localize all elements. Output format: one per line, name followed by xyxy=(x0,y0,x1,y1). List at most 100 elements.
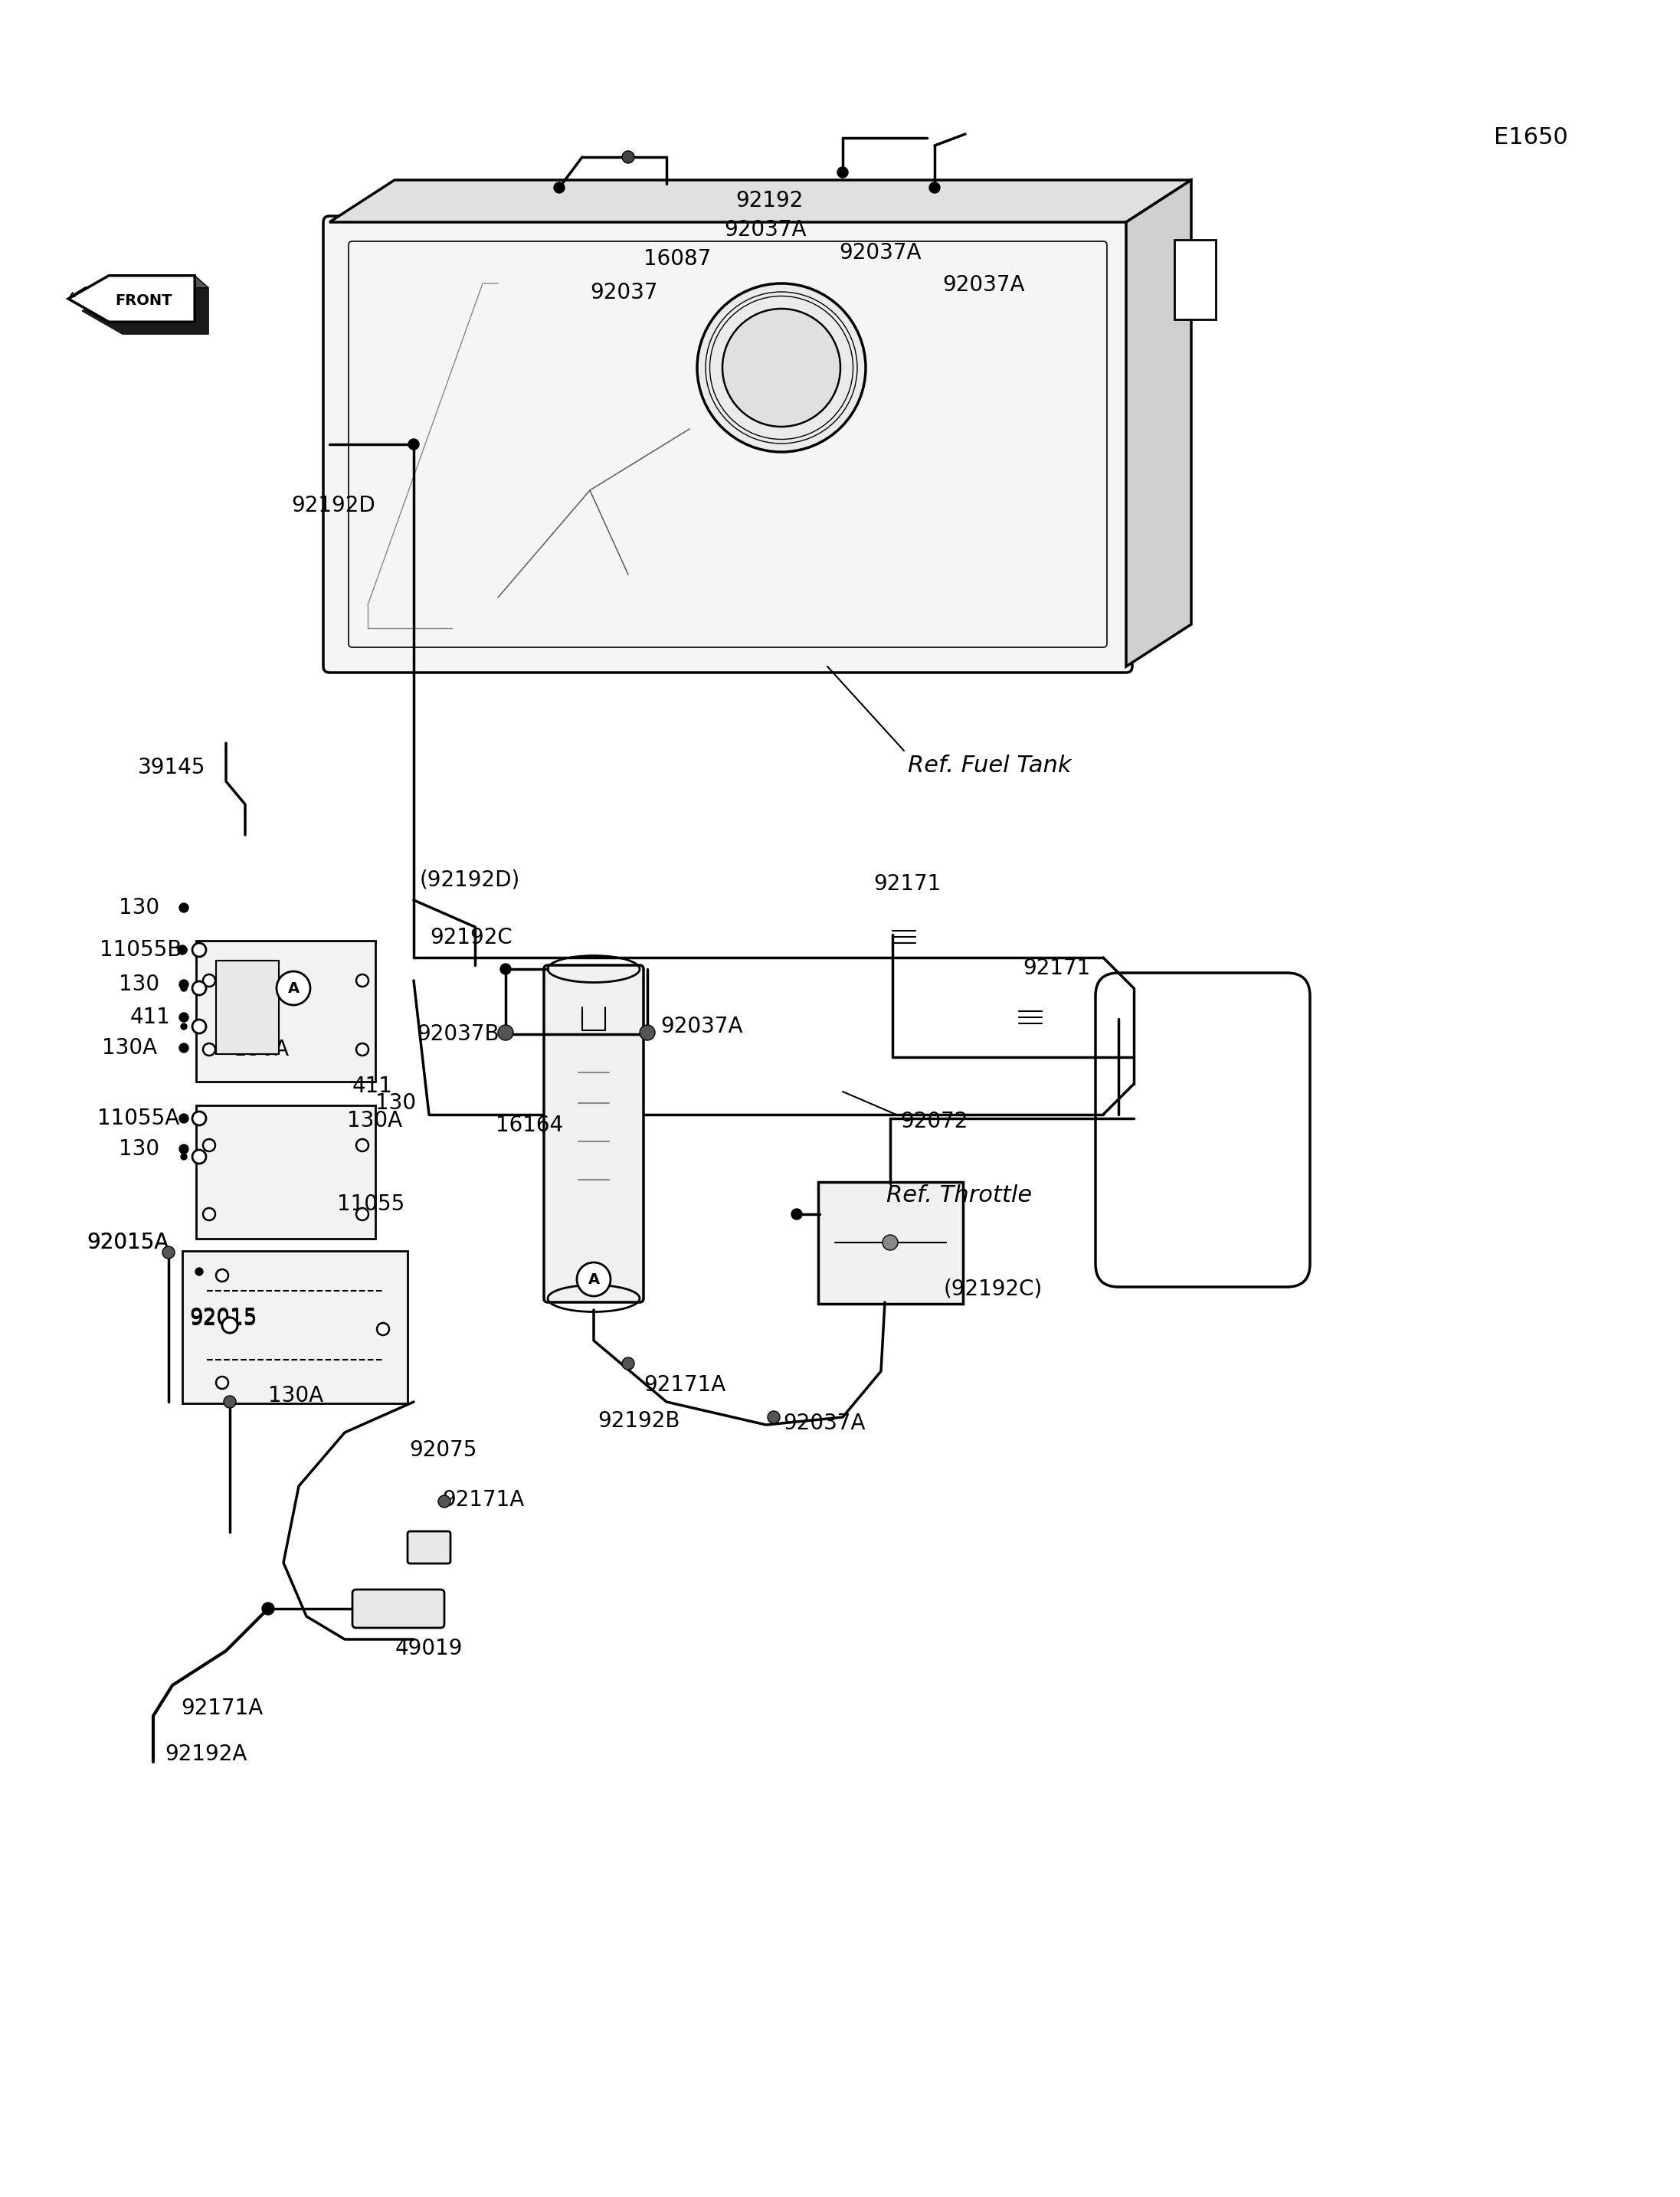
Circle shape xyxy=(697,283,865,453)
Text: FRONT: FRONT xyxy=(114,294,171,308)
Text: 92037A: 92037A xyxy=(724,220,806,239)
Circle shape xyxy=(178,945,186,953)
Text: 92037A: 92037A xyxy=(942,275,1025,297)
Circle shape xyxy=(180,1145,188,1153)
Text: 92171: 92171 xyxy=(874,872,941,894)
Text: 92015: 92015 xyxy=(190,1307,257,1329)
Circle shape xyxy=(768,1410,780,1424)
Text: A: A xyxy=(287,980,299,995)
FancyBboxPatch shape xyxy=(197,940,375,1081)
Text: 92072: 92072 xyxy=(900,1112,968,1131)
Circle shape xyxy=(192,1019,207,1033)
Circle shape xyxy=(576,1263,610,1296)
Text: 92171: 92171 xyxy=(1023,958,1090,980)
Text: Ref. Fuel Tank: Ref. Fuel Tank xyxy=(907,754,1072,778)
FancyBboxPatch shape xyxy=(353,1591,444,1628)
FancyBboxPatch shape xyxy=(818,1182,963,1303)
Circle shape xyxy=(722,310,840,426)
Text: 92171A: 92171A xyxy=(643,1375,726,1395)
Circle shape xyxy=(192,982,207,995)
Text: 130: 130 xyxy=(119,1138,160,1160)
Circle shape xyxy=(222,1318,237,1334)
Text: 92192: 92192 xyxy=(736,189,803,211)
Text: 92075: 92075 xyxy=(410,1439,477,1461)
Polygon shape xyxy=(329,180,1191,222)
Circle shape xyxy=(837,167,848,178)
Polygon shape xyxy=(69,275,195,323)
Circle shape xyxy=(180,1114,188,1123)
Circle shape xyxy=(180,1044,188,1052)
Circle shape xyxy=(356,975,368,986)
Text: Ref. Throttle: Ref. Throttle xyxy=(887,1184,1032,1206)
Circle shape xyxy=(192,1149,207,1164)
Text: 130: 130 xyxy=(119,896,160,918)
FancyBboxPatch shape xyxy=(217,960,279,1055)
Circle shape xyxy=(181,1153,186,1160)
Text: 16087: 16087 xyxy=(643,248,711,270)
Text: 16164: 16164 xyxy=(496,1114,563,1136)
Circle shape xyxy=(791,1208,801,1219)
FancyBboxPatch shape xyxy=(197,1105,375,1239)
Circle shape xyxy=(640,1026,655,1041)
Text: 92037A: 92037A xyxy=(838,242,921,264)
Circle shape xyxy=(222,1318,237,1334)
Polygon shape xyxy=(82,288,208,334)
Circle shape xyxy=(622,152,635,163)
Text: 411: 411 xyxy=(131,1006,171,1028)
FancyBboxPatch shape xyxy=(408,1531,450,1564)
Text: 92015: 92015 xyxy=(190,1309,257,1329)
Text: 11055: 11055 xyxy=(338,1193,405,1215)
Circle shape xyxy=(180,1013,188,1022)
Text: 92171A: 92171A xyxy=(442,1490,524,1512)
Text: 92037B: 92037B xyxy=(417,1024,499,1046)
Circle shape xyxy=(277,971,311,1004)
Circle shape xyxy=(376,1323,390,1336)
Circle shape xyxy=(408,439,418,450)
Circle shape xyxy=(217,1270,228,1281)
Text: 130A: 130A xyxy=(269,1384,323,1406)
Text: 49019: 49019 xyxy=(395,1637,464,1659)
Circle shape xyxy=(438,1496,450,1507)
Text: 130A: 130A xyxy=(102,1037,158,1059)
FancyBboxPatch shape xyxy=(323,215,1132,672)
FancyBboxPatch shape xyxy=(544,964,643,1303)
Polygon shape xyxy=(109,275,208,288)
Circle shape xyxy=(163,1246,175,1259)
Circle shape xyxy=(203,1044,215,1055)
Polygon shape xyxy=(1126,180,1191,666)
Circle shape xyxy=(203,1138,215,1151)
Text: 11055A: 11055A xyxy=(97,1107,180,1129)
Text: 92037A: 92037A xyxy=(783,1413,865,1435)
Circle shape xyxy=(217,1378,228,1389)
Text: 92171A: 92171A xyxy=(181,1698,264,1718)
Text: 411: 411 xyxy=(353,1077,393,1096)
FancyBboxPatch shape xyxy=(1174,239,1216,319)
Text: 92192D: 92192D xyxy=(291,494,375,516)
Text: 11055B: 11055B xyxy=(99,938,181,960)
Circle shape xyxy=(181,1024,186,1030)
Text: 130A: 130A xyxy=(234,1039,289,1061)
Text: 92037A: 92037A xyxy=(660,1015,743,1037)
Circle shape xyxy=(622,1358,635,1369)
Circle shape xyxy=(356,1208,368,1219)
Text: 92192A: 92192A xyxy=(165,1744,247,1764)
Text: 92015A: 92015A xyxy=(87,1233,168,1252)
Circle shape xyxy=(203,975,215,986)
Text: 39145: 39145 xyxy=(138,756,205,778)
Text: 92015A: 92015A xyxy=(87,1233,168,1252)
Circle shape xyxy=(554,182,564,193)
Circle shape xyxy=(180,980,188,989)
Circle shape xyxy=(929,182,941,193)
Circle shape xyxy=(223,1395,235,1408)
Circle shape xyxy=(192,943,207,956)
Circle shape xyxy=(356,1138,368,1151)
Circle shape xyxy=(195,1268,203,1276)
Text: 92037: 92037 xyxy=(590,281,657,303)
Text: 130: 130 xyxy=(119,973,160,995)
Text: 130: 130 xyxy=(375,1092,417,1114)
Circle shape xyxy=(203,1208,215,1219)
Text: A: A xyxy=(588,1272,600,1287)
Circle shape xyxy=(356,1044,368,1055)
Circle shape xyxy=(501,964,511,975)
Circle shape xyxy=(882,1235,897,1250)
